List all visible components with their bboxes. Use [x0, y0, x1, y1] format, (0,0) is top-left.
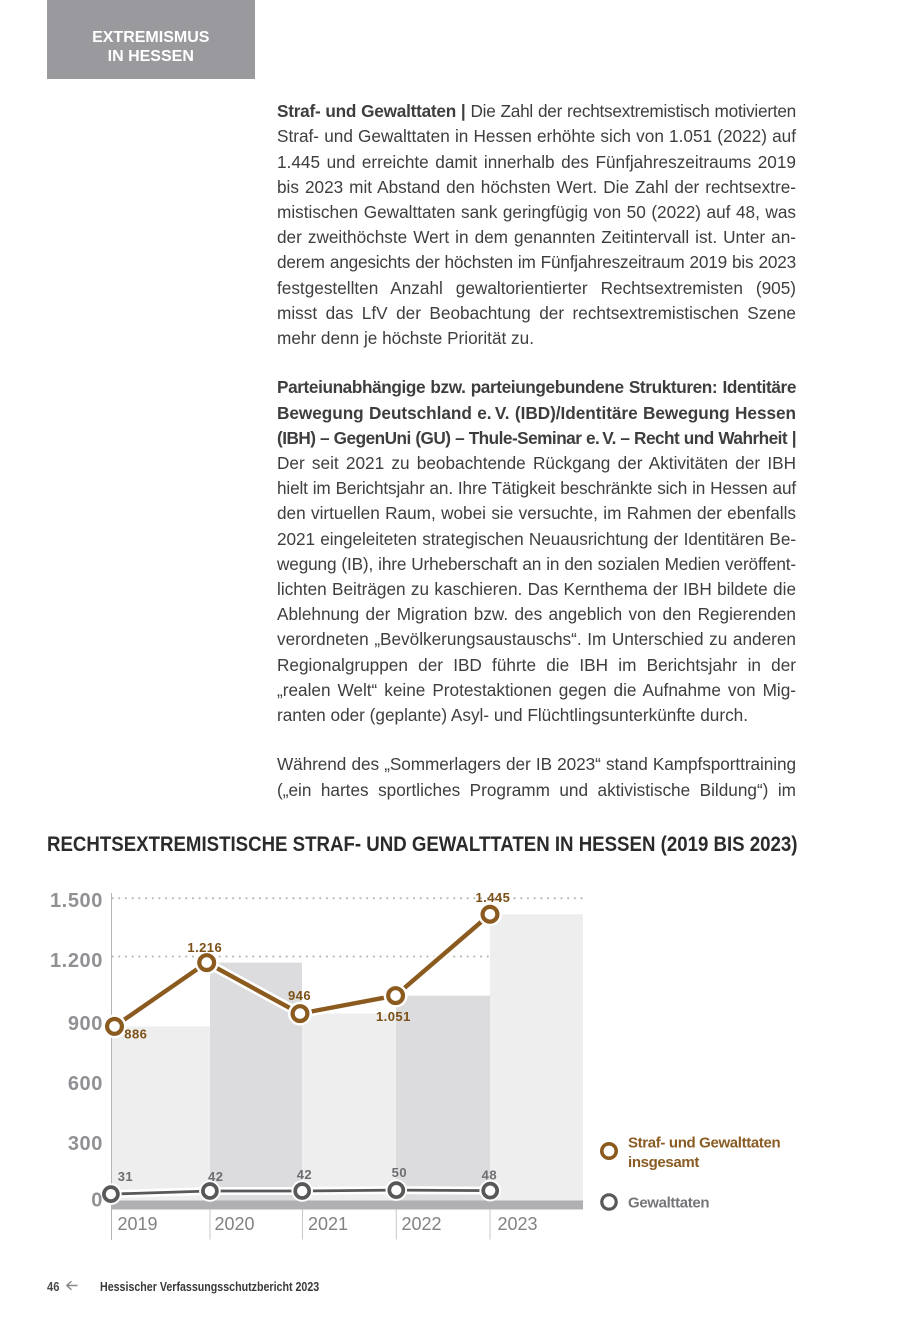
svg-text:1.200: 1.200 — [50, 950, 103, 972]
svg-text:42: 42 — [297, 1167, 312, 1182]
svg-text:1.445: 1.445 — [476, 890, 511, 905]
svg-text:300: 300 — [68, 1133, 103, 1155]
svg-text:946: 946 — [288, 988, 311, 1003]
svg-text:1.216: 1.216 — [187, 940, 222, 955]
svg-text:2023: 2023 — [498, 1214, 538, 1234]
svg-text:48: 48 — [482, 1168, 497, 1183]
svg-text:31: 31 — [118, 1169, 133, 1184]
svg-text:2022: 2022 — [402, 1214, 442, 1234]
svg-text:0: 0 — [91, 1190, 103, 1212]
svg-text:900: 900 — [68, 1013, 103, 1035]
svg-text:1.051: 1.051 — [376, 1009, 411, 1024]
svg-text:Straf- und Gewalttaten: Straf- und Gewalttaten — [628, 1135, 780, 1152]
svg-text:Hessischer Verfassungsschutzbe: Hessischer Verfassungsschutzbericht 2023 — [100, 1279, 319, 1294]
svg-text:42: 42 — [208, 1169, 223, 1184]
svg-text:50: 50 — [392, 1165, 407, 1180]
svg-text:2021: 2021 — [308, 1214, 348, 1234]
svg-text:Gewalttaten: Gewalttaten — [628, 1195, 709, 1212]
svg-text:46: 46 — [47, 1279, 59, 1294]
svg-text:1.500: 1.500 — [50, 890, 103, 912]
svg-text:insgesamt: insgesamt — [628, 1154, 699, 1171]
svg-text:886: 886 — [124, 1027, 147, 1042]
svg-text:600: 600 — [68, 1073, 103, 1095]
svg-text:2019: 2019 — [118, 1214, 158, 1234]
svg-text:2020: 2020 — [215, 1214, 255, 1234]
